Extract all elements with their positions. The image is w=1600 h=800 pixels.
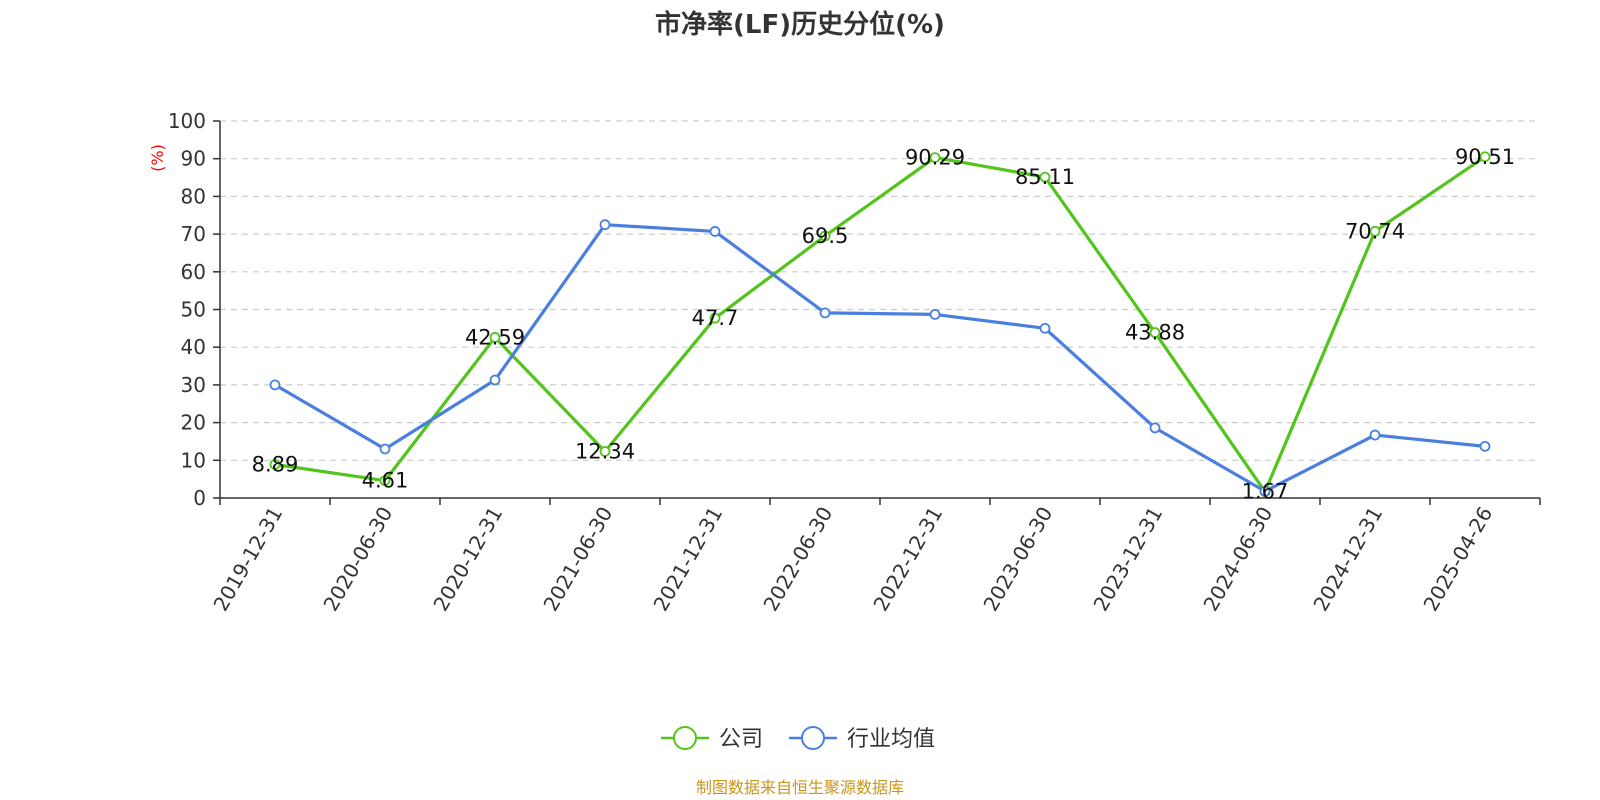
data-label: 43.88	[1125, 321, 1185, 345]
x-tick-labels: 2019-12-31 2020-06-30 2020-12-31 2021-06-30…	[208, 503, 1497, 616]
x-tick-label: 2022-06-30	[758, 503, 837, 616]
data-point	[1369, 225, 1381, 237]
data-label: 90.29	[905, 146, 965, 170]
y-tick-label: 70	[181, 222, 206, 246]
data-point	[599, 446, 611, 457]
data-label: 69.5	[802, 224, 849, 248]
grid-lines	[220, 120, 1540, 461]
data-label: 70.74	[1345, 219, 1405, 243]
y-tick-label: 40	[181, 335, 206, 359]
data-label: 12.34	[575, 439, 635, 463]
x-tick-label: 2020-06-30	[318, 503, 397, 616]
chart-title: 市净率(LF)历史分位(%)	[655, 9, 945, 40]
data-label: 1.67	[1242, 480, 1289, 504]
y-tick-label: 90	[181, 147, 206, 171]
y-tick-label: 20	[181, 411, 206, 435]
data-label: 42.59	[465, 325, 525, 349]
x-tick-label: 2022-12-31	[868, 503, 947, 616]
x-tick-label: 2023-12-31	[1088, 503, 1167, 616]
data-point	[269, 379, 281, 391]
data-point	[599, 219, 611, 231]
series-line	[274, 155, 1486, 494]
data-point	[489, 332, 501, 343]
series-lines	[274, 155, 1486, 494]
legend-label: 公司	[719, 727, 763, 752]
y-tick-label: 60	[181, 260, 206, 284]
y-tick-label: 0	[193, 486, 206, 510]
data-point	[1259, 485, 1271, 497]
y-tick-label: 100	[168, 109, 206, 133]
data-point	[379, 443, 391, 455]
y-tick-label: 10	[181, 448, 206, 472]
data-point	[709, 312, 721, 324]
data-labels: 8.89 4.61 42.59 12.34 47.7 69.5 90.29 85.11 43.8…	[252, 145, 1515, 504]
y-tick-labels: 0 10 20 30 40 50 60 70 80 90 100	[168, 109, 206, 510]
data-label: 4.61	[362, 469, 409, 493]
data-point	[819, 230, 831, 242]
y-tick-label: 30	[181, 373, 206, 397]
data-label: 8.89	[252, 452, 299, 476]
y-axis-unit-label: (%)	[148, 144, 167, 172]
x-tick-label: 2020-12-31	[428, 503, 507, 616]
y-tick-label: 50	[181, 298, 206, 322]
x-tick-label: 2024-06-30	[1198, 503, 1277, 616]
data-point	[1479, 151, 1491, 163]
data-point	[819, 307, 831, 319]
series-points	[269, 151, 1491, 498]
legend-marker	[673, 726, 697, 750]
legend-item[interactable]: 公司	[661, 726, 763, 752]
x-tick-label: 2019-12-31	[208, 503, 287, 616]
x-tick-label: 2023-06-30	[978, 503, 1057, 616]
data-label: 85.11	[1015, 165, 1075, 189]
data-point	[1369, 429, 1381, 441]
data-point	[929, 309, 941, 320]
data-point	[379, 475, 391, 487]
data-label: 90.51	[1455, 145, 1515, 169]
legend-marker	[801, 726, 825, 750]
x-tick-label: 2021-12-31	[648, 503, 727, 616]
axes	[213, 120, 1541, 505]
data-point	[1479, 440, 1491, 452]
source-note: 制图数据来自恒生聚源数据库	[696, 778, 904, 797]
data-label: 47.7	[692, 306, 739, 330]
x-tick-label: 2024-12-31	[1308, 503, 1387, 616]
legend[interactable]: 公司 行业均值	[661, 726, 935, 752]
y-tick-label: 80	[181, 184, 206, 208]
data-point	[1149, 327, 1161, 338]
data-point	[709, 226, 721, 237]
data-point	[1039, 171, 1051, 183]
legend-label: 行业均值	[847, 727, 935, 752]
data-point	[1149, 422, 1161, 434]
series-line	[274, 223, 1486, 493]
x-tick-label: 2021-06-30	[538, 503, 617, 616]
data-point	[489, 374, 501, 386]
data-point	[1039, 322, 1051, 334]
legend-item[interactable]: 行业均值	[789, 726, 935, 752]
data-point	[269, 459, 281, 470]
data-point	[929, 152, 941, 164]
x-tick-label: 2025-04-26	[1418, 503, 1497, 616]
